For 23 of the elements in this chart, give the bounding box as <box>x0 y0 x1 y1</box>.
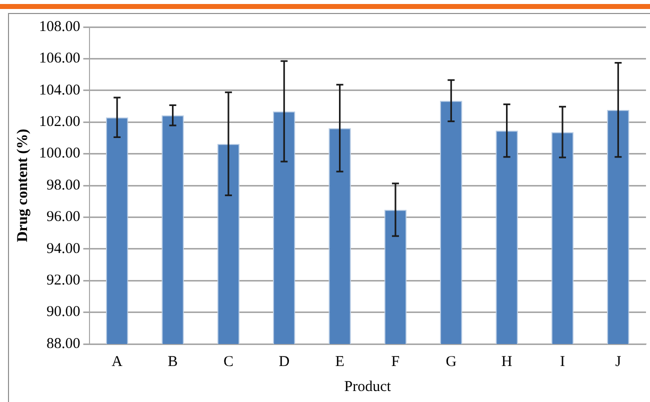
y-tick-label: 102.00 <box>39 114 80 130</box>
x-tick-label: D <box>278 354 290 370</box>
y-tick-label: 106.00 <box>39 50 80 67</box>
y-tick-label: 104.00 <box>39 82 80 98</box>
y-tick-label: 100.00 <box>39 146 80 162</box>
x-axis-title: Product <box>344 378 392 395</box>
x-tick-label: G <box>446 354 457 370</box>
x-tick-label: H <box>501 354 512 370</box>
y-axis-title: Drug content (%) <box>14 128 31 242</box>
y-tick-label: 90.00 <box>46 304 80 320</box>
x-tick-label: J <box>615 354 622 370</box>
x-tick-label: C <box>223 354 234 370</box>
y-tick-label: 108.00 <box>39 18 80 35</box>
y-tick-label: 92.00 <box>46 272 80 289</box>
y-tick-label: 98.00 <box>46 177 80 194</box>
x-tick-label: F <box>391 354 400 370</box>
x-tick-label: A <box>112 354 123 370</box>
y-tick-label: 88.00 <box>46 336 80 352</box>
x-tick-label: I <box>560 354 565 370</box>
x-tick-label: B <box>168 354 178 370</box>
x-tick-label: E <box>335 354 344 370</box>
y-tick-label: 96.00 <box>46 209 80 226</box>
y-tick-label: 94.00 <box>46 240 80 257</box>
